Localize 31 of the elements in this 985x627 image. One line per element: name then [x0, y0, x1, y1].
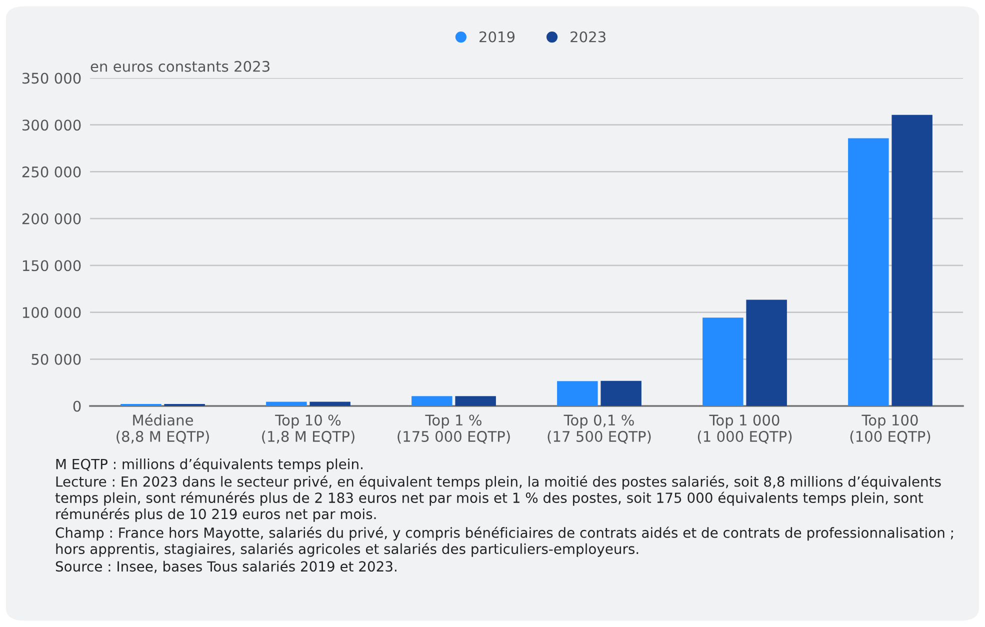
- y-tick-label: 150 000: [22, 260, 81, 272]
- y-tick-label: 100 000: [22, 307, 81, 318]
- bar: [848, 138, 889, 406]
- y-tick-label: 350 000: [22, 72, 81, 84]
- y-tick-label: 250 000: [22, 166, 81, 178]
- legend-label: 2019: [480, 31, 515, 42]
- bar: [412, 396, 452, 406]
- y-tick-label: 300 000: [22, 120, 81, 131]
- x-tick-label: Top 100 (100 EQTP): [850, 414, 930, 444]
- bar: [310, 402, 350, 406]
- bar: [702, 318, 744, 406]
- bar: [600, 380, 642, 406]
- x-tick-label: Top 0,1 % (17 500 EQTP): [548, 414, 651, 444]
- x-tick-label: Top 10 % (1,8 M EQTP): [262, 414, 354, 444]
- y-tick-label: 0: [73, 400, 81, 412]
- bar: [892, 114, 932, 406]
- y-tick-label: 50 000: [32, 354, 81, 365]
- bar: [746, 300, 787, 406]
- x-tick-label: Top 1 000 (1 000 EQTP): [698, 414, 792, 444]
- bar: [455, 396, 496, 406]
- legend-label: 2023: [570, 31, 606, 42]
- x-tick-label: Top 1 % (175 000 EQTP): [398, 414, 510, 444]
- x-tick-label: Médiane (8,8 M EQTP): [116, 414, 209, 444]
- source-note: Source : Insee, bases Tous salariés 2019 et 2023.: [56, 560, 396, 574]
- bar: [266, 402, 307, 406]
- text: M EQTP : millions d’équivalents temps plein.: [56, 458, 362, 472]
- text: Champ : France hors Mayotte, salariés du privé, y compris bénéficiaires de contrats aidés et de contrats de professionnalisation ; hors apprentis, stagiaires, salariés agricoles et salariés des particuliers-employeurs.: [56, 526, 953, 557]
- bar: [557, 381, 598, 406]
- y-axis-title: en euros constants 2023: [90, 60, 270, 72]
- y-tick-label: 200 000: [22, 213, 81, 224]
- text: Lecture : En 2023 dans le secteur privé, en équivalent temps plein, la moitié des postes salariés, soit 8,8 millions d’équivalents temps plein, sont rémunérés plus de 2 183 euros net par mois et 1 % des postes, soit 175 000 équivalents temps plein, sont rémunérés plus de 10 219 euros net par mois.: [55, 476, 941, 522]
